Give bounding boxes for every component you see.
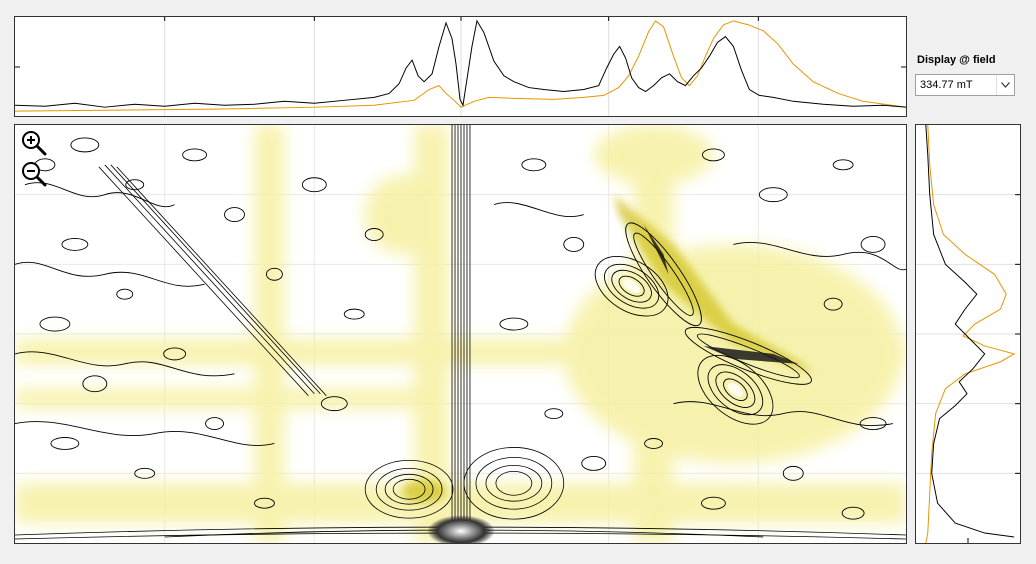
right-projection-plot xyxy=(915,124,1021,544)
simulation-trace-vertical xyxy=(925,125,1016,543)
zoom-out-icon[interactable] xyxy=(20,160,48,188)
experimental-trace-vertical xyxy=(925,125,1015,538)
simulation-trace xyxy=(15,20,906,112)
field-selector-label: Display @ field xyxy=(917,54,996,66)
experimental-trace xyxy=(15,19,906,108)
field-select-dropdown[interactable]: 334.77 mT xyxy=(915,74,1015,96)
contour-plot-2d[interactable] xyxy=(14,124,907,544)
top-projection-plot xyxy=(14,16,907,117)
chevron-down-icon[interactable] xyxy=(996,75,1014,95)
zoom-in-icon[interactable] xyxy=(20,129,48,157)
field-select-value: 334.77 mT xyxy=(920,79,973,91)
